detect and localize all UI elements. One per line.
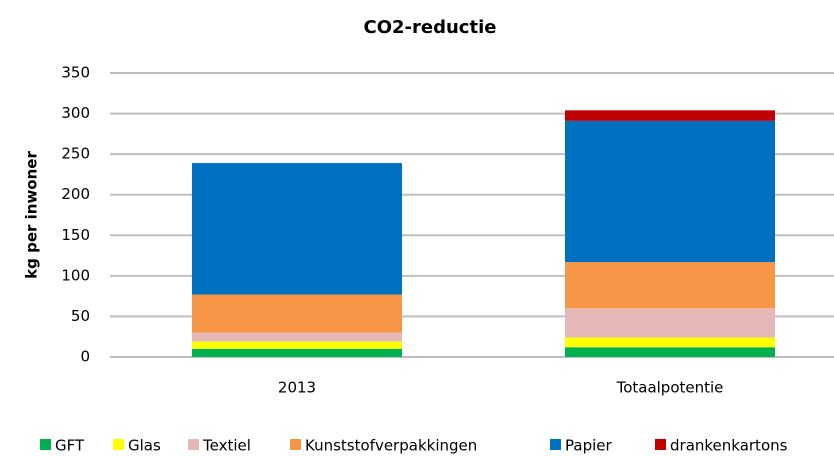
legend-label: Kunststofverpakkingen [305,437,477,455]
y-axis-label: kg per inwoner [23,151,41,279]
y-tick-label: 300 [61,104,90,122]
y-tick-label: 50 [71,307,90,325]
legend-label: Textiel [202,437,251,455]
y-tick-label: 0 [80,348,90,366]
legend-label: Glas [128,437,161,455]
legend-label: GFT [55,437,85,455]
y-tick-label: 100 [61,266,90,284]
y-tick-label: 250 [61,145,90,163]
legend-swatch [655,439,666,450]
y-tick-label: 150 [61,226,90,244]
bar-segment [565,120,775,263]
y-tick-label: 350 [61,64,90,82]
legend-swatch [188,439,199,450]
bar-segment [565,347,775,357]
legend-swatch [290,439,301,450]
bar-segment [192,341,402,349]
bar-segment [192,163,402,295]
bar-segment [565,262,775,309]
legend-swatch [550,439,561,450]
bar-segment [192,348,402,357]
bar-segment [565,110,775,121]
chart-title: CO2-reductie [364,17,497,38]
bar-segment [192,294,402,333]
y-tick-label: 200 [61,185,90,203]
legend-label: drankenkartons [670,437,788,455]
bar-segment [565,337,775,348]
bar-segment [192,332,402,342]
x-tick-label: Totaalpotentie [616,379,724,397]
x-tick-label: 2013 [278,379,316,397]
legend-swatch [40,439,51,450]
bar-segment [565,308,775,338]
legend-label: Papier [565,437,612,455]
legend-swatch [113,439,124,450]
